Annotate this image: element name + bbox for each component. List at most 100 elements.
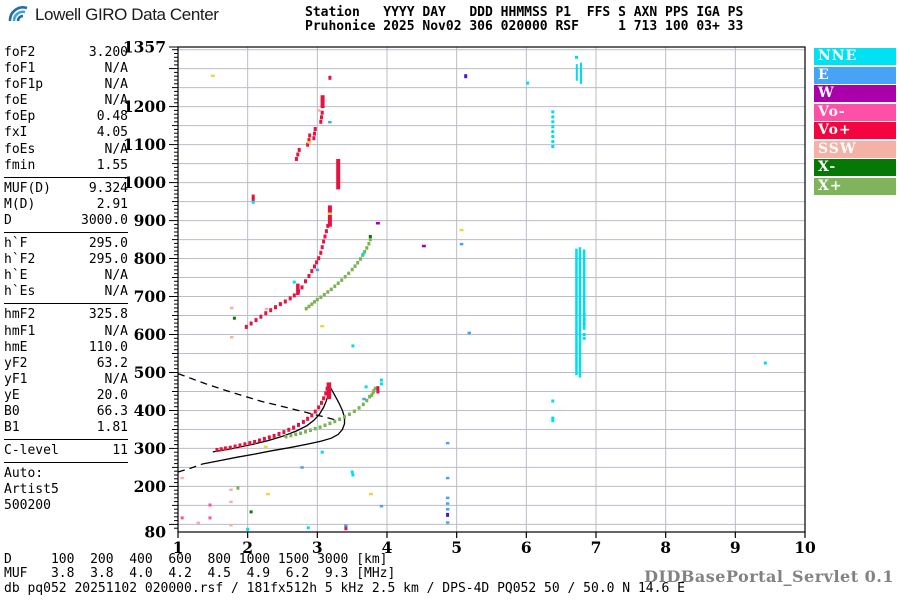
station-header-line1: Station YYYY DAY DDD HHMMSS P1 FFS S AXN… xyxy=(305,5,744,20)
echo-point xyxy=(361,252,365,256)
parameter-row: M(D) 2.91 xyxy=(4,197,128,213)
y-tick-label: 400 xyxy=(134,401,167,420)
echo-point xyxy=(283,299,287,304)
parameter-label: Artist5 xyxy=(4,482,59,498)
echo-point xyxy=(306,416,310,421)
echo-point xyxy=(526,81,530,85)
parameter-separator xyxy=(4,439,128,441)
echo-point xyxy=(272,433,276,438)
echo-point xyxy=(215,448,219,452)
echo-point xyxy=(267,435,271,440)
echo-point xyxy=(371,390,375,395)
parameter-row: B1 1.81 xyxy=(4,420,128,436)
echo-point xyxy=(459,242,464,246)
parameter-value: 1.55 xyxy=(96,157,128,173)
echo-point xyxy=(315,260,319,265)
echo-point xyxy=(376,389,380,394)
parameter-label: hmF1 xyxy=(4,323,36,339)
echo-point xyxy=(551,419,555,423)
station-header-line2: Pruhonice 2025 Nov02 306 020000 RSF 1 71… xyxy=(305,19,744,34)
echo-point xyxy=(340,278,344,282)
echo-column xyxy=(326,382,332,400)
series-violet-specks xyxy=(446,74,468,517)
echo-point xyxy=(368,235,372,238)
echo-point xyxy=(319,295,323,299)
echo-point xyxy=(228,445,232,450)
parameter-row: foF1p N/A xyxy=(4,77,128,93)
echo-point xyxy=(313,409,317,414)
echo-point xyxy=(320,324,325,328)
echo-point xyxy=(297,289,300,294)
echo-point xyxy=(352,409,356,413)
echo-column xyxy=(336,159,341,190)
echo-point xyxy=(320,450,324,454)
parameter-row: Artist5 xyxy=(4,482,128,498)
echo-point xyxy=(551,399,555,403)
echo-column xyxy=(575,64,578,81)
echo-point xyxy=(310,269,314,274)
echo-point xyxy=(288,296,292,301)
y-tick-label: 1200 xyxy=(123,97,166,116)
echo-point xyxy=(575,55,578,59)
echo-point xyxy=(375,222,380,225)
giro-logo-icon xyxy=(8,6,28,22)
parameter-label: h`F xyxy=(4,236,28,252)
parameter-label: hmF2 xyxy=(4,307,36,323)
series-yellow-specks xyxy=(210,74,464,496)
echo-point xyxy=(307,141,311,144)
parameter-value: 3000.0 xyxy=(81,212,128,228)
parameter-value: N/A xyxy=(104,323,128,339)
echo-point xyxy=(294,432,298,437)
series-vo-minus-specks xyxy=(180,503,212,520)
echo-point xyxy=(326,223,330,228)
echo-point xyxy=(357,406,361,410)
echo-point xyxy=(251,194,255,199)
echo-point xyxy=(551,110,555,114)
legend-item-vo: Vo+ xyxy=(814,122,896,139)
echo-point xyxy=(229,306,234,310)
parameter-row: h`Es N/A xyxy=(4,284,128,300)
echo-column xyxy=(575,248,578,376)
x-tick-label: 1 xyxy=(173,538,184,557)
parameter-panel: foF2 3.200 foF1 N/A foF1p N/A foE N/A foEp 0.48 fx… xyxy=(4,45,128,515)
parameter-value: N/A xyxy=(104,268,128,284)
echo-point xyxy=(763,361,767,365)
echo-point xyxy=(301,419,305,424)
parameter-row: foEp 0.48 xyxy=(4,109,128,125)
parameter-row: Auto: xyxy=(4,466,128,482)
trace-curves xyxy=(177,372,346,473)
echo-point xyxy=(333,419,337,424)
parameter-value: N/A xyxy=(104,93,128,109)
echo-point xyxy=(277,432,281,436)
echo-point xyxy=(310,413,314,418)
parameter-row: h`E N/A xyxy=(4,268,128,284)
echo-point xyxy=(446,512,450,517)
x-tick-label: 7 xyxy=(591,538,602,557)
echo-point xyxy=(269,308,273,313)
echo-point xyxy=(323,234,327,239)
parameter-value: 4.05 xyxy=(96,125,128,141)
echo-point xyxy=(582,336,586,340)
parameter-separator xyxy=(4,303,128,305)
parameter-value: 11 xyxy=(112,443,128,459)
parameter-row: D 3000.0 xyxy=(4,213,128,229)
o-trace-fit xyxy=(212,384,330,453)
y-tick-label: 80 xyxy=(144,523,166,542)
echo-point xyxy=(421,244,426,248)
parameter-row: C-level 11 xyxy=(4,443,128,459)
parameter-label: fxI xyxy=(4,125,28,141)
y-tick-label: 500 xyxy=(134,363,167,382)
echo-point xyxy=(196,521,200,525)
parameter-row: MUF(D) 9.324 xyxy=(4,181,128,197)
x-tick-label: 10 xyxy=(794,538,816,557)
echo-point xyxy=(210,74,215,78)
echo-point xyxy=(582,317,586,321)
parameter-label: yF2 xyxy=(4,355,28,371)
muf-table: D 100 200 400 600 800 1000 1500 3000 [km… xyxy=(4,553,395,581)
echo-point xyxy=(324,229,328,234)
parameter-value: 66.3 xyxy=(96,403,128,419)
parameter-label: h`F2 xyxy=(4,252,36,268)
parameter-label: h`E xyxy=(4,268,28,284)
echo-point xyxy=(373,386,377,391)
echo-point xyxy=(289,433,293,438)
